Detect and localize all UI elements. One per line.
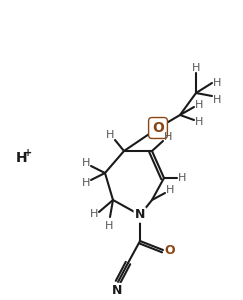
Text: H: H (164, 132, 172, 142)
Text: H: H (192, 63, 200, 73)
Text: H: H (105, 221, 113, 231)
Text: N: N (112, 284, 122, 296)
Text: H: H (166, 185, 174, 195)
Text: H: H (16, 151, 28, 165)
Text: H: H (106, 130, 114, 140)
Text: H: H (195, 100, 203, 110)
Text: O: O (152, 121, 164, 135)
Text: H: H (195, 117, 203, 127)
Text: H: H (213, 78, 221, 88)
Text: H: H (178, 173, 186, 183)
Text: H: H (90, 209, 98, 219)
Text: O: O (165, 244, 175, 257)
Text: +: + (24, 148, 32, 158)
Text: H: H (82, 178, 90, 188)
Text: N: N (135, 208, 145, 221)
Text: H: H (82, 158, 90, 168)
Text: H: H (213, 95, 221, 105)
